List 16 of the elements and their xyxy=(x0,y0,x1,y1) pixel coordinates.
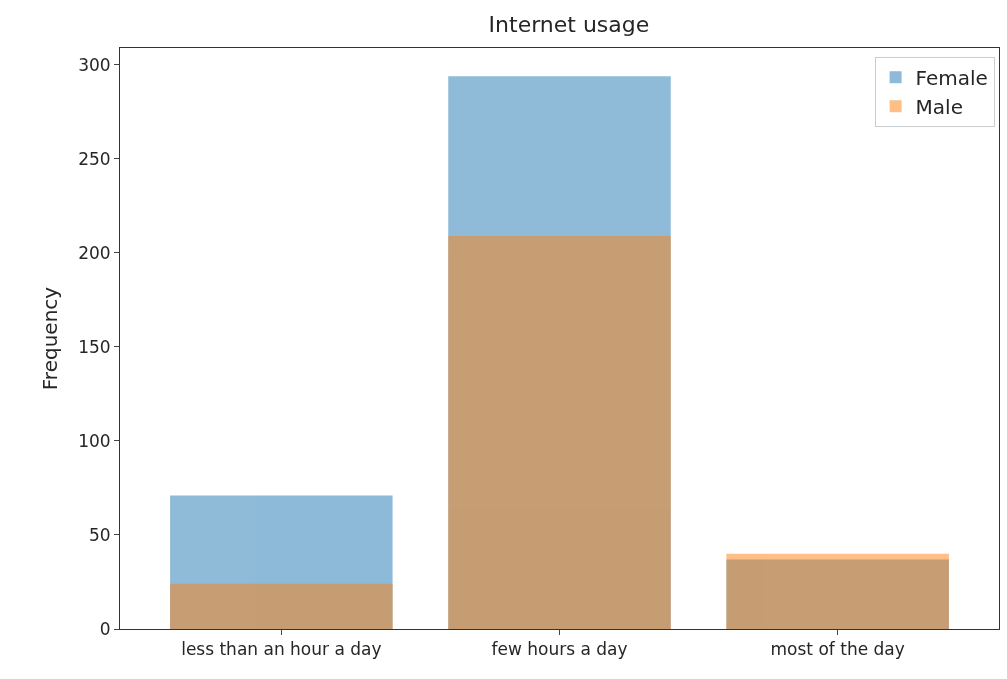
x-tick-label: few hours a day xyxy=(491,639,628,660)
y-tick-label: 300 xyxy=(78,54,111,75)
y-tick-label: 250 xyxy=(78,148,111,169)
y-tick-label: 50 xyxy=(88,524,111,545)
x-tick-label: less than an hour a day xyxy=(181,639,382,660)
y-tick-label: 100 xyxy=(78,430,111,451)
legend-label: Male xyxy=(915,95,963,120)
chart-title: Internet usage xyxy=(488,12,650,38)
y-axis-title: Frequency xyxy=(37,286,62,391)
y-tick-label: 150 xyxy=(78,336,111,357)
y-tick-label: 0 xyxy=(99,618,111,639)
bar xyxy=(170,583,393,629)
bar xyxy=(448,236,671,629)
y-tick-label: 200 xyxy=(78,242,111,263)
x-tick-label: most of the day xyxy=(770,639,905,660)
legend-label: Female xyxy=(915,66,988,91)
